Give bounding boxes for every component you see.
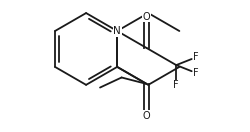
Text: N: N [113,26,120,36]
Text: F: F [192,68,198,78]
Text: F: F [192,52,198,62]
Text: O: O [142,110,150,121]
Text: O: O [142,12,150,22]
Text: F: F [173,80,178,90]
